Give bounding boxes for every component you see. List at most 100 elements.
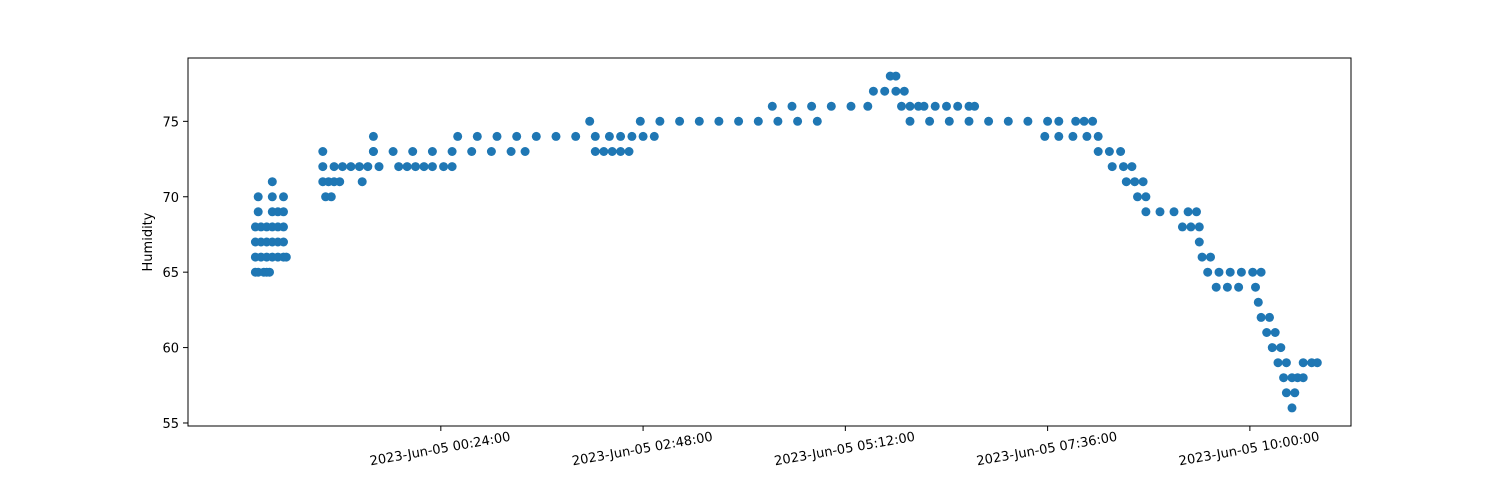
data-point [439,162,449,172]
data-point [919,101,929,111]
data-point [520,147,530,156]
data-point [388,147,398,156]
data-point [486,147,496,156]
data-point [1088,116,1098,126]
data-point [551,131,561,141]
data-point [354,162,364,172]
data-point [368,131,378,141]
data-point [753,116,763,126]
data-point [1119,162,1128,172]
data-point [1040,131,1050,141]
data-point [1169,207,1179,217]
data-point [427,162,437,172]
data-point [1234,282,1244,292]
data-point [1281,388,1291,398]
data-point [408,147,418,156]
data-point [1276,343,1286,353]
data-point [1192,207,1201,217]
data-point [492,131,502,141]
data-point [1093,131,1103,141]
data-point [1107,162,1117,172]
data-point [1197,252,1207,262]
data-point [1273,358,1283,368]
data-point [1054,116,1064,126]
data-point [655,116,665,126]
data-point [335,177,345,187]
data-point [773,116,783,126]
data-point [1236,267,1246,277]
data-point [793,116,803,126]
data-point [253,192,263,202]
data-point [1225,267,1235,277]
data-point [453,131,463,141]
data-point [427,147,437,156]
data-point [675,116,685,126]
data-point [1177,222,1187,232]
data-point [346,162,356,172]
data-point [616,147,626,156]
y-axis-title: Humidity [141,212,156,271]
data-point [694,116,704,126]
data-point [1183,207,1193,217]
data-point [899,86,909,96]
data-point [590,147,600,156]
data-point [897,101,906,111]
data-point [1043,116,1053,126]
data-point [863,101,873,111]
data-point [1203,267,1213,277]
data-point [1298,358,1308,368]
data-point [767,101,777,111]
data-point [1186,222,1196,232]
data-point [357,177,367,187]
data-point [253,207,263,217]
data-point [318,147,328,156]
data-point [635,116,645,126]
data-point [624,147,634,156]
data-point [1116,147,1126,156]
data-point [1265,312,1274,322]
data-point [326,192,336,202]
data-point [1256,312,1266,322]
data-point [1023,116,1033,126]
data-point [1127,162,1137,172]
data-point [905,116,915,126]
data-point [267,192,277,202]
data-point [1211,282,1221,292]
data-point [868,86,878,96]
data-point [402,162,412,172]
data-point [368,147,378,156]
y-tick-label: 60 [162,342,179,357]
data-point [1121,177,1131,187]
data-point [616,131,626,141]
data-point [447,162,457,172]
data-point [905,101,915,111]
y-tick-label: 55 [162,417,179,432]
data-point [826,101,836,111]
scatter-points [250,71,1322,413]
data-point [1079,116,1089,126]
data-point [363,162,373,172]
data-point [734,116,744,126]
data-point [944,116,954,126]
data-point [1054,131,1064,141]
y-tick-label: 70 [162,191,179,206]
data-point [411,162,420,172]
y-tick-label: 75 [162,115,179,130]
data-point [1003,116,1013,126]
data-point [394,162,404,172]
data-point [649,131,659,141]
data-point [279,192,288,202]
data-point [1222,282,1232,292]
data-point [1068,131,1078,141]
data-point [279,222,288,232]
data-point [585,116,595,126]
data-point [329,162,339,172]
data-point [374,162,384,172]
data-point [1141,192,1151,202]
data-point [925,116,935,126]
data-point [1155,207,1165,217]
data-point [1138,177,1148,187]
data-point [812,116,822,126]
data-point [1141,207,1151,217]
